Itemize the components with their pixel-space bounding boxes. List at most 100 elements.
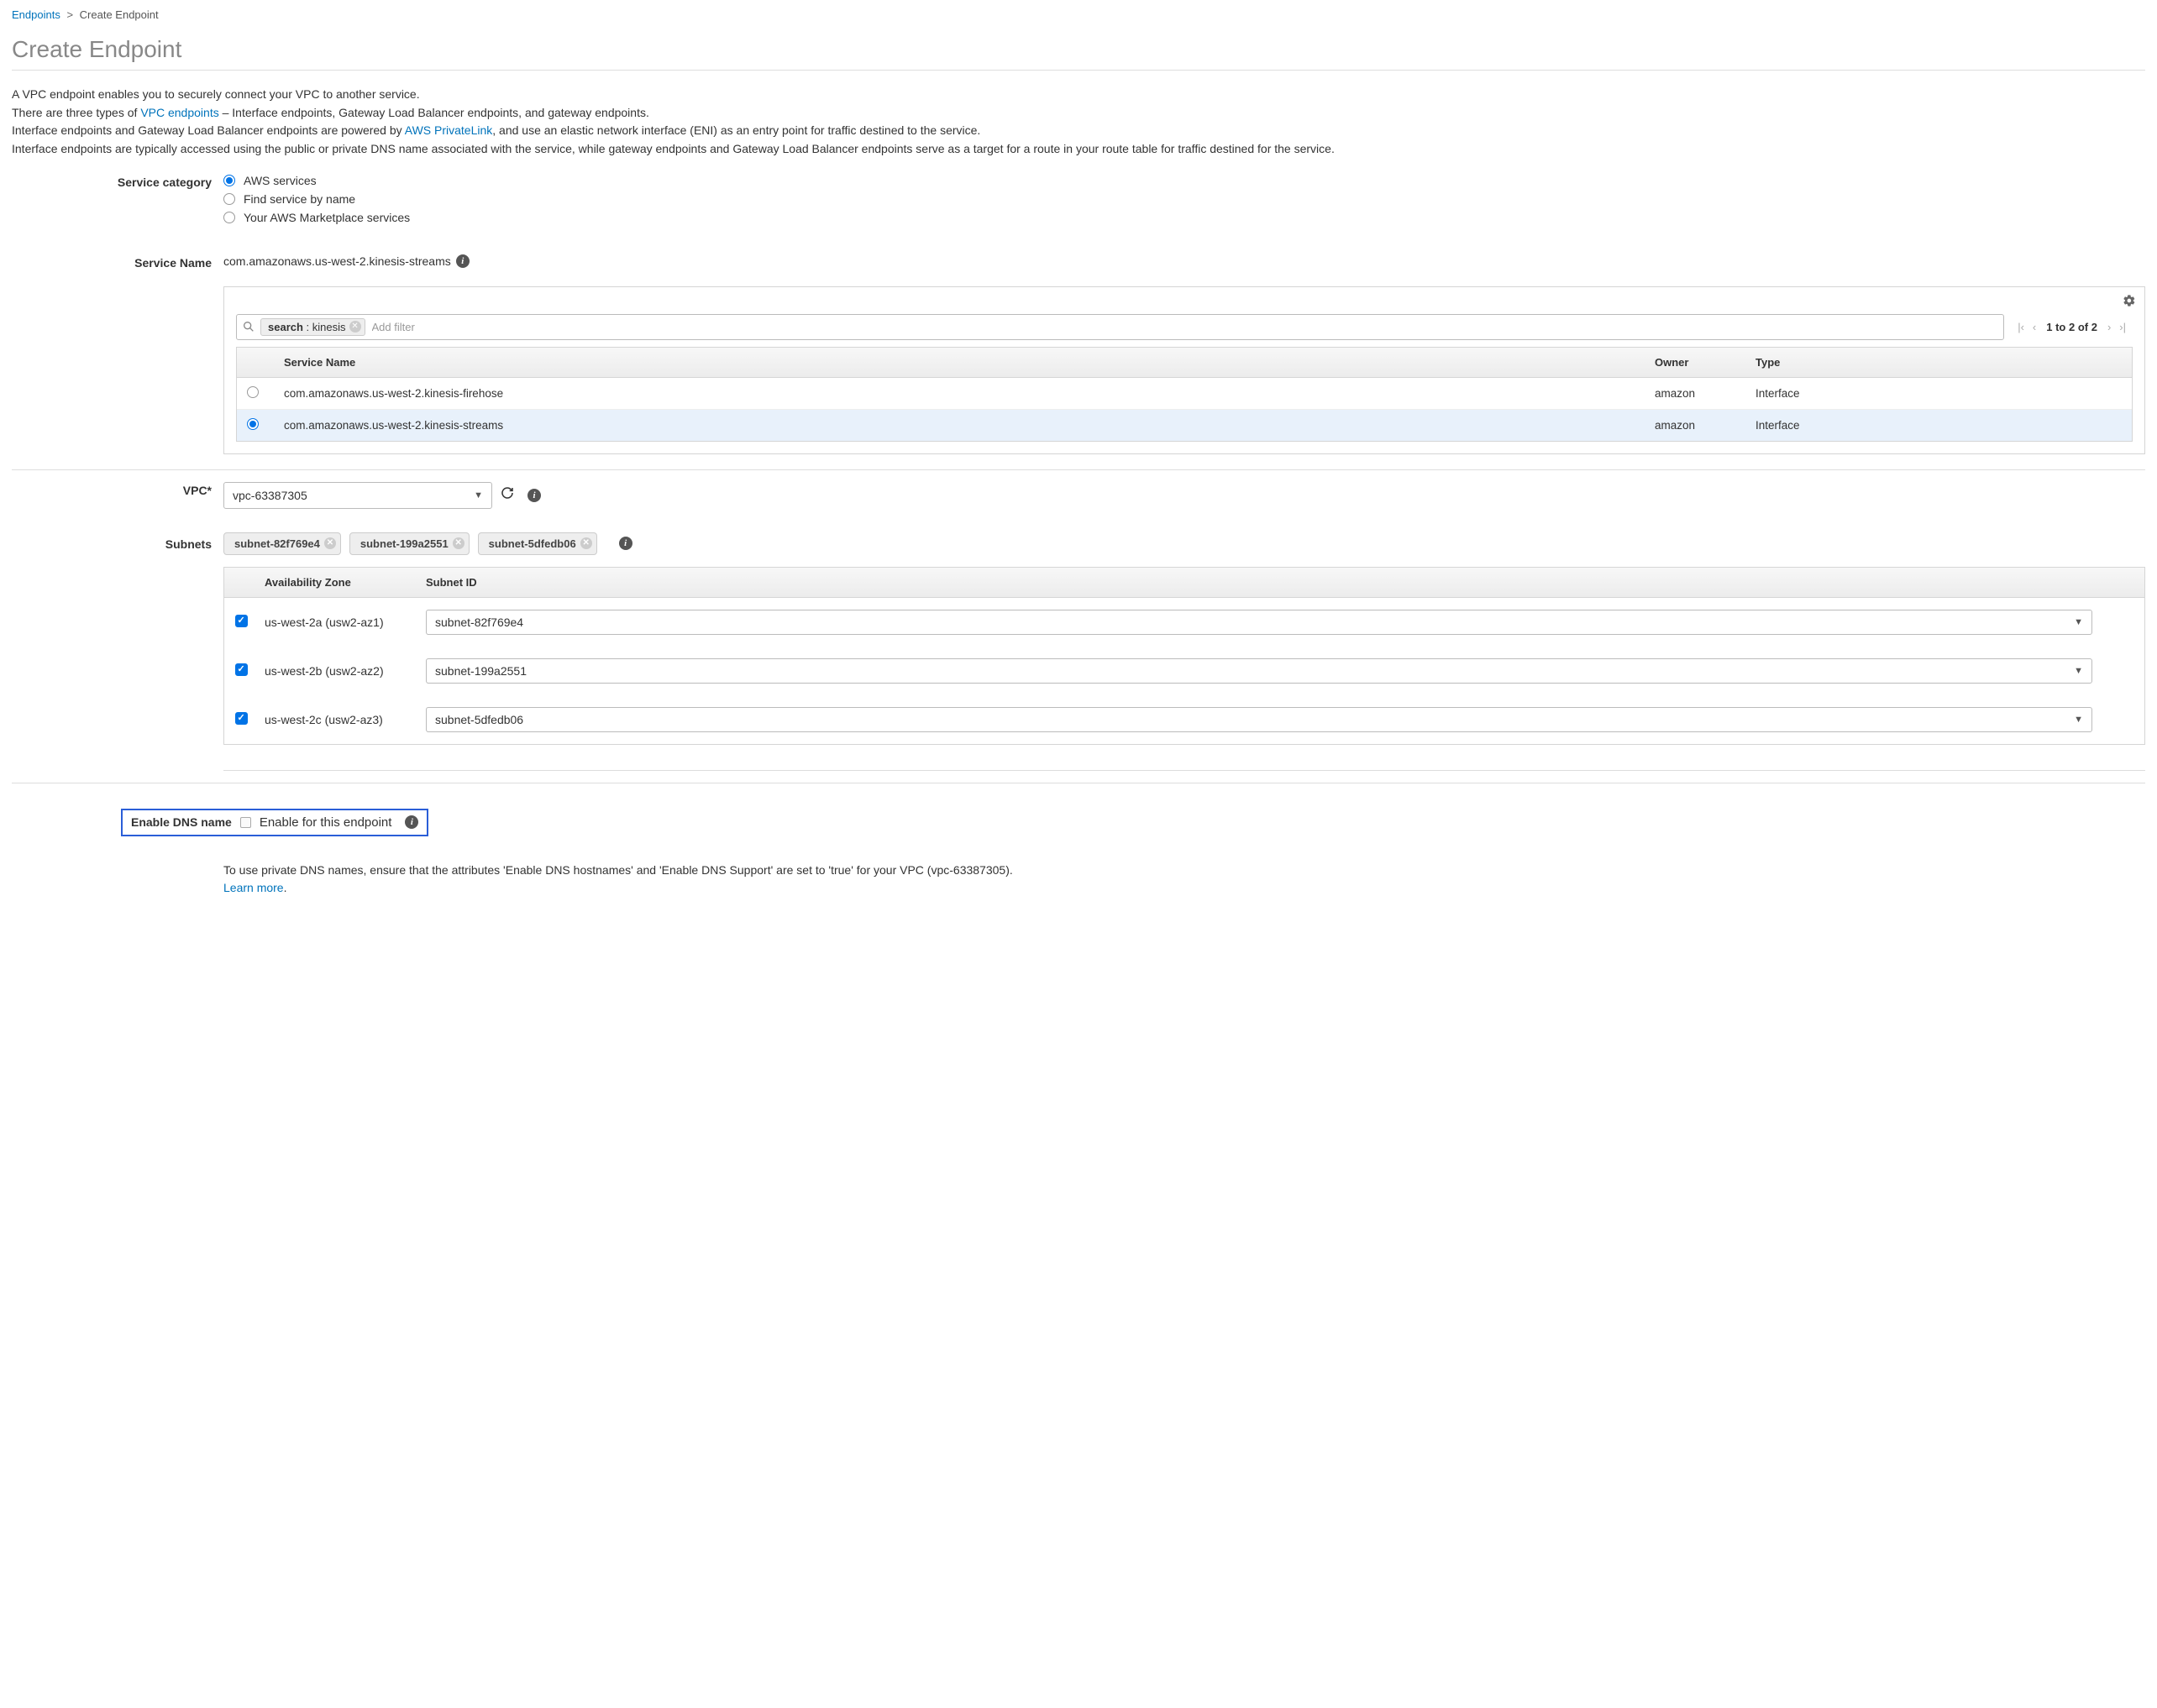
remove-filter-icon[interactable]: ✕ xyxy=(349,321,361,333)
intro-line-4: Interface endpoints are typically access… xyxy=(12,140,2145,159)
dns-help-row: To use private DNS names, ensure that th… xyxy=(12,841,2145,897)
service-row-name: com.amazonaws.us-west-2.kinesis-firehose xyxy=(274,379,1645,408)
pager-count: 1 to 2 of 2 xyxy=(2046,321,2097,333)
vpc-label: VPC* xyxy=(12,482,223,497)
subnet-row-checkbox[interactable] xyxy=(235,712,248,725)
col-availability-zone[interactable]: Availability Zone xyxy=(258,568,419,597)
service-row-type: Interface xyxy=(1745,379,2132,408)
breadcrumb-parent-link[interactable]: Endpoints xyxy=(12,8,60,21)
pager-next-icon[interactable]: › xyxy=(2106,319,2112,335)
subnet-dropdown-value: subnet-82f769e4 xyxy=(435,616,523,629)
radio-find-by-name-label: Find service by name xyxy=(244,192,355,206)
info-icon[interactable]: i xyxy=(619,537,632,550)
subnet-table: Availability Zone Subnet ID us-west-2a (… xyxy=(223,567,2145,745)
service-row-radio[interactable] xyxy=(247,386,259,398)
intro-line-2-post: – Interface endpoints, Gateway Load Bala… xyxy=(219,106,649,119)
subnet-dropdown[interactable]: subnet-5dfedb06 ▼ xyxy=(426,707,2092,732)
aws-privatelink-link[interactable]: AWS PrivateLink xyxy=(405,123,493,137)
intro-line-2-pre: There are three types of xyxy=(12,106,140,119)
radio-marketplace[interactable]: Your AWS Marketplace services xyxy=(223,211,2145,224)
info-icon[interactable]: i xyxy=(405,815,418,829)
enable-dns-box: Enable DNS name Enable for this endpoint… xyxy=(121,809,428,836)
subnet-chip-label: subnet-199a2551 xyxy=(360,537,449,550)
service-row-radio[interactable] xyxy=(247,418,259,430)
remove-chip-icon[interactable]: ✕ xyxy=(453,537,464,549)
pager-last-icon[interactable]: ›| xyxy=(2118,319,2128,335)
remove-chip-icon[interactable]: ✕ xyxy=(324,537,336,549)
service-row-owner: amazon xyxy=(1645,411,1745,440)
service-category-row: Service category AWS services Find servi… xyxy=(12,174,2145,229)
subnet-row-az: us-west-2a (usw2-az1) xyxy=(258,607,419,637)
intro-line-3-pre: Interface endpoints and Gateway Load Bal… xyxy=(12,123,405,137)
enable-dns-row: Enable DNS name Enable for this endpoint… xyxy=(12,809,2145,836)
service-row[interactable]: com.amazonaws.us-west-2.kinesis-streams … xyxy=(237,410,2132,441)
service-row-type: Interface xyxy=(1745,411,2132,440)
col-owner[interactable]: Owner xyxy=(1645,348,1745,377)
intro-text: A VPC endpoint enables you to securely c… xyxy=(12,86,2145,159)
subnet-dropdown[interactable]: subnet-199a2551 ▼ xyxy=(426,658,2092,684)
service-row-name: com.amazonaws.us-west-2.kinesis-streams xyxy=(274,411,1645,440)
pager-first-icon[interactable]: |‹ xyxy=(2016,319,2026,335)
radio-aws-services-input[interactable] xyxy=(223,175,235,186)
intro-line-3-post: , and use an elastic network interface (… xyxy=(492,123,980,137)
search-box[interactable]: search : kinesis ✕ xyxy=(236,314,2004,340)
radio-marketplace-input[interactable] xyxy=(223,212,235,223)
subnet-row-az: us-west-2b (usw2-az2) xyxy=(258,656,419,686)
subnets-row: Subnets subnet-82f769e4 ✕ subnet-199a255… xyxy=(12,532,2145,771)
subnet-chip: subnet-199a2551 ✕ xyxy=(349,532,470,555)
breadcrumb-separator: > xyxy=(66,8,73,21)
enable-dns-checkbox[interactable] xyxy=(240,817,251,828)
service-table-header: Service Name Owner Type xyxy=(237,348,2132,378)
intro-line-1: A VPC endpoint enables you to securely c… xyxy=(12,86,2145,104)
pager-prev-icon[interactable]: ‹ xyxy=(2031,319,2038,335)
subnet-chip: subnet-82f769e4 ✕ xyxy=(223,532,341,555)
chevron-down-icon: ▼ xyxy=(474,490,483,500)
enable-dns-label: Enable DNS name xyxy=(131,815,232,829)
intro-line-3: Interface endpoints and Gateway Load Bal… xyxy=(12,122,2145,140)
col-service-name[interactable]: Service Name xyxy=(274,348,1645,377)
col-type[interactable]: Type xyxy=(1745,348,2132,377)
radio-aws-services[interactable]: AWS services xyxy=(223,174,2145,187)
vpc-dropdown[interactable]: vpc-63387305 ▼ xyxy=(223,482,492,509)
vpc-row: VPC* vpc-63387305 ▼ i xyxy=(12,482,2145,509)
service-row[interactable]: com.amazonaws.us-west-2.kinesis-firehose… xyxy=(237,378,2132,410)
subnet-chip-label: subnet-82f769e4 xyxy=(234,537,320,550)
enable-dns-text: Enable for this endpoint xyxy=(260,815,392,830)
search-pager-row: search : kinesis ✕ |‹ ‹ 1 to 2 of 2 › ›| xyxy=(236,314,2133,340)
subnet-row: us-west-2c (usw2-az3) subnet-5dfedb06 ▼ xyxy=(224,695,2144,744)
learn-more-link[interactable]: Learn more xyxy=(223,881,284,894)
service-name-value: com.amazonaws.us-west-2.kinesis-streams xyxy=(223,254,451,268)
breadcrumb-current: Create Endpoint xyxy=(80,8,159,21)
subnet-chip: subnet-5dfedb06 ✕ xyxy=(478,532,597,555)
subnet-row-checkbox[interactable] xyxy=(235,663,248,676)
refresh-icon[interactable] xyxy=(501,486,514,504)
vpc-dropdown-value: vpc-63387305 xyxy=(233,489,307,502)
service-name-label: Service Name xyxy=(12,254,223,270)
vpc-endpoints-link[interactable]: VPC endpoints xyxy=(140,106,218,119)
subnet-dropdown[interactable]: subnet-82f769e4 ▼ xyxy=(426,610,2092,635)
info-icon[interactable]: i xyxy=(527,489,541,502)
info-icon[interactable]: i xyxy=(456,254,470,268)
service-panel-row: search : kinesis ✕ |‹ ‹ 1 to 2 of 2 › ›|… xyxy=(12,275,2145,454)
col-subnet-id[interactable]: Subnet ID xyxy=(419,568,2106,597)
search-tag-key: search xyxy=(268,321,303,333)
subnet-chip-label: subnet-5dfedb06 xyxy=(489,537,576,550)
section-divider xyxy=(12,469,2145,470)
dns-help-text: To use private DNS names, ensure that th… xyxy=(223,863,1013,877)
subnet-row: us-west-2b (usw2-az2) subnet-199a2551 ▼ xyxy=(224,647,2144,695)
remove-chip-icon[interactable]: ✕ xyxy=(580,537,592,549)
subnet-dropdown-value: subnet-199a2551 xyxy=(435,664,527,678)
chevron-down-icon: ▼ xyxy=(2074,666,2083,676)
search-tag-value: kinesis xyxy=(312,321,346,333)
radio-find-by-name-input[interactable] xyxy=(223,193,235,205)
subnet-row-az: us-west-2c (usw2-az3) xyxy=(258,705,419,735)
subnet-dropdown-value: subnet-5dfedb06 xyxy=(435,713,523,726)
page-title: Create Endpoint xyxy=(12,36,2145,71)
search-input[interactable] xyxy=(372,321,1999,333)
subnet-row-checkbox[interactable] xyxy=(235,615,248,627)
subnet-table-header: Availability Zone Subnet ID xyxy=(224,568,2144,598)
gear-icon[interactable] xyxy=(2123,294,2136,312)
service-panel: search : kinesis ✕ |‹ ‹ 1 to 2 of 2 › ›|… xyxy=(223,286,2145,454)
radio-find-by-name[interactable]: Find service by name xyxy=(223,192,2145,206)
search-filter-tag: search : kinesis ✕ xyxy=(260,318,365,336)
